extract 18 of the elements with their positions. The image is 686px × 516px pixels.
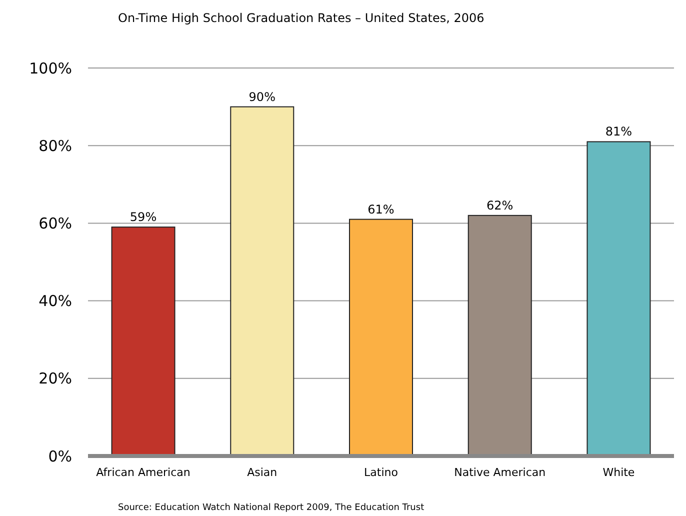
chart-title: On-Time High School Graduation Rates – United States, 2006 [118, 11, 484, 25]
x-tick-label: White [602, 466, 635, 479]
data-label: 81% [605, 124, 632, 139]
x-tick-label: Latino [364, 466, 398, 479]
y-tick-label: 0% [48, 447, 72, 466]
data-label: 90% [248, 90, 276, 104]
data-label: 59% [130, 210, 157, 224]
y-tick-label: 40% [38, 292, 72, 310]
y-tick-label: 80% [38, 136, 72, 155]
source-note: Source: Education Watch National Report 2009, The Education Trust [118, 503, 425, 513]
x-tick-label: Asian [247, 466, 278, 479]
y-tick-label: 60% [38, 214, 72, 232]
data-label: 61% [368, 202, 394, 216]
y-tick-label: 20% [38, 370, 72, 388]
x-tick-label: African American [96, 466, 190, 479]
x-tick-label: Native American [454, 466, 546, 479]
y-tick-label: 100% [29, 59, 72, 78]
data-label: 62% [486, 198, 514, 212]
